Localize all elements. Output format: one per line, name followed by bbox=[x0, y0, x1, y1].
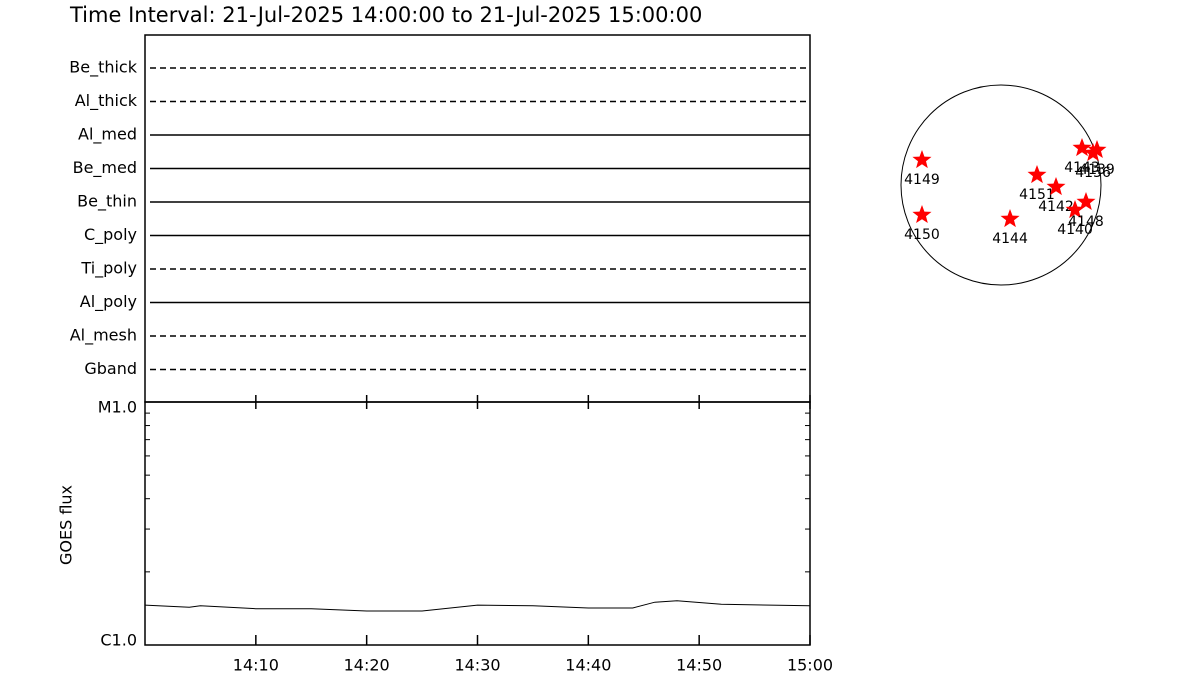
x-tick-label: 14:30 bbox=[454, 656, 500, 675]
filter-label: Al_poly bbox=[80, 292, 137, 312]
active-region-label: 4143 bbox=[1064, 160, 1100, 176]
x-tick-label: 14:40 bbox=[565, 656, 611, 675]
active-region-star bbox=[1000, 209, 1020, 228]
filter-label: Ti_poly bbox=[80, 259, 137, 279]
active-region-star bbox=[1076, 192, 1096, 210]
active-region-star bbox=[1087, 140, 1107, 158]
x-tick-label: 15:00 bbox=[787, 656, 833, 675]
active-region-star bbox=[1065, 200, 1085, 219]
active-region-star bbox=[1027, 165, 1047, 184]
active-region-label: 4149 bbox=[904, 172, 940, 188]
active-region-label: 4140 bbox=[1057, 222, 1093, 238]
goes-flux-line bbox=[144, 600, 811, 612]
active-region-label: 4150 bbox=[904, 227, 940, 243]
active-region-label: 4139 bbox=[1079, 162, 1115, 178]
active-region-label: 4144 bbox=[992, 231, 1028, 247]
x-tick-label: 14:20 bbox=[344, 656, 390, 675]
filter-label: Be_thin bbox=[77, 192, 137, 212]
active-region-star bbox=[1072, 138, 1092, 157]
active-region-star bbox=[1046, 177, 1066, 196]
filter-label: Gband bbox=[84, 359, 137, 378]
active-region-label: 4148 bbox=[1068, 214, 1104, 230]
active-region-label: 4151 bbox=[1019, 187, 1055, 203]
active-region-label: 4136 bbox=[1075, 165, 1111, 181]
filter-label: Al_med bbox=[78, 125, 137, 145]
filter-label: Al_thick bbox=[75, 91, 138, 111]
active-region-star bbox=[1083, 143, 1103, 162]
y-tick-label: C1.0 bbox=[100, 631, 137, 650]
filter-panel-frame bbox=[144, 34, 811, 403]
chart-title: Time Interval: 21-Jul-2025 14:00:00 to 2… bbox=[69, 3, 702, 27]
filter-label: Be_thick bbox=[69, 58, 137, 78]
x-tick-label: 14:10 bbox=[233, 656, 279, 675]
filter-label: Be_med bbox=[73, 158, 137, 178]
x-tick-label: 14:50 bbox=[676, 656, 722, 675]
active-region-label: 4142 bbox=[1038, 199, 1074, 215]
solar-disk bbox=[900, 84, 1102, 286]
filter-label: Al_mesh bbox=[70, 326, 137, 346]
filter-label: C_poly bbox=[84, 225, 137, 245]
active-region-star bbox=[912, 150, 932, 169]
y-tick-label: M1.0 bbox=[98, 398, 137, 417]
y-axis-label: GOES flux bbox=[57, 485, 76, 565]
active-region-star bbox=[912, 205, 932, 223]
